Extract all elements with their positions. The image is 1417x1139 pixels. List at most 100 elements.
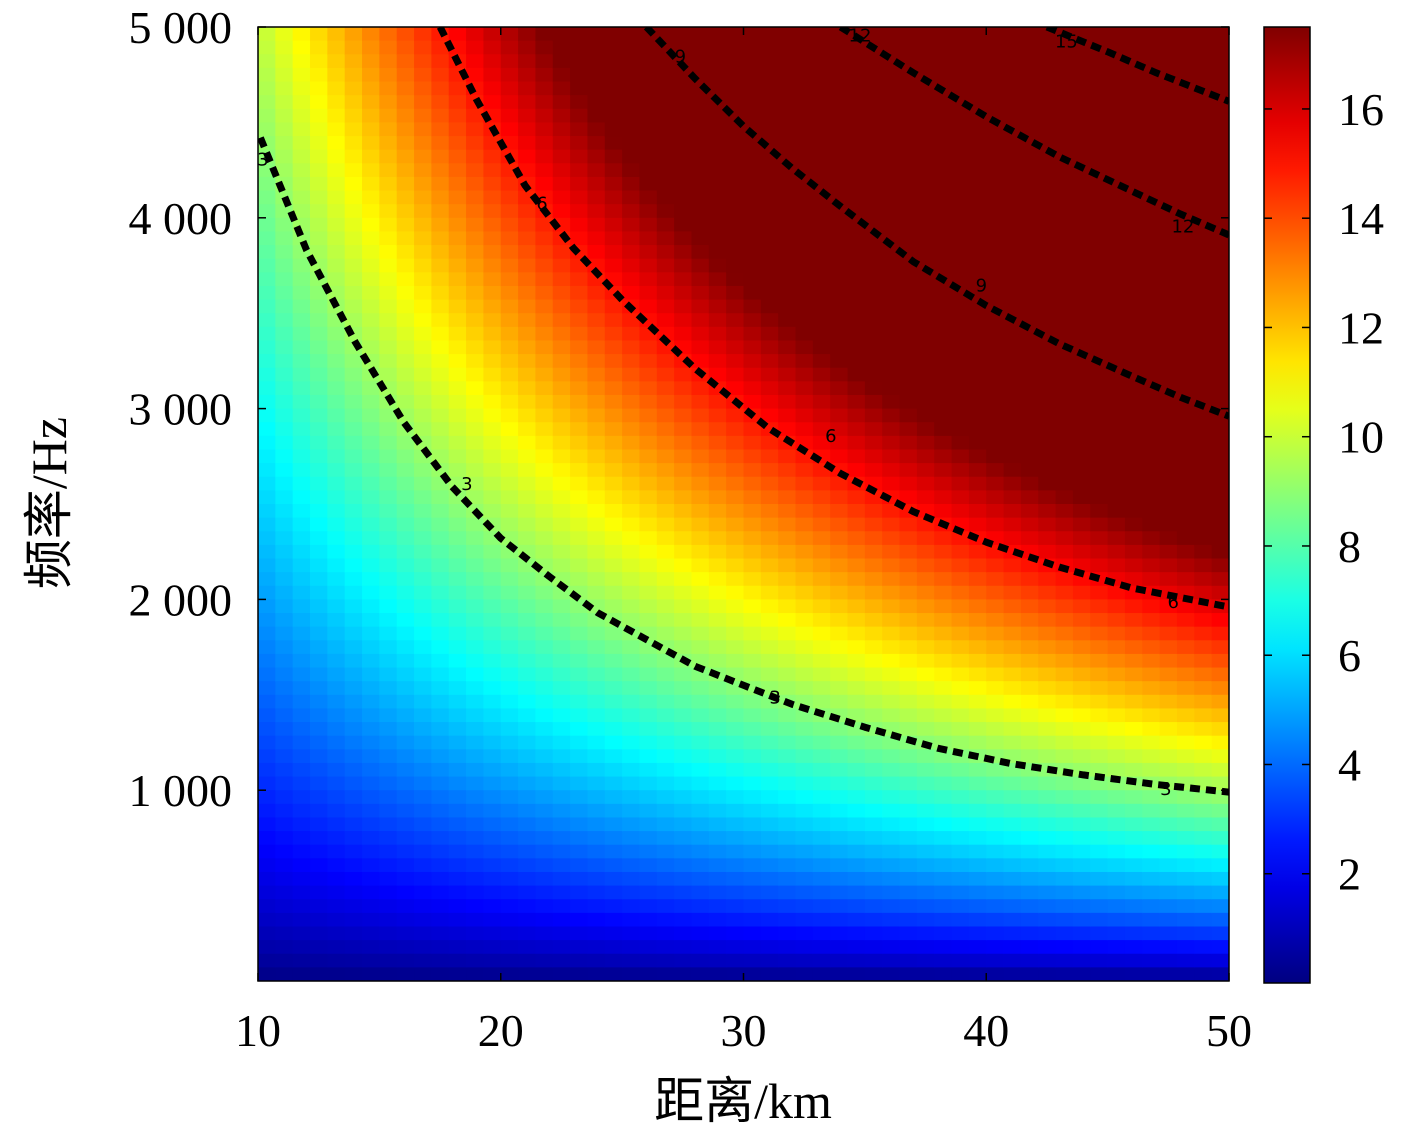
heatmap-cell	[1038, 517, 1057, 533]
heatmap-cell	[604, 844, 623, 860]
heatmap-cell	[1055, 831, 1074, 846]
heatmap-cell	[830, 667, 849, 682]
heatmap-cell	[587, 626, 606, 642]
heatmap-cell	[1020, 422, 1040, 437]
heatmap-cell	[362, 122, 381, 137]
heatmap-cell	[916, 394, 936, 410]
heatmap-cell	[570, 122, 589, 137]
heatmap-cell	[656, 858, 675, 873]
heatmap-cell	[431, 285, 450, 301]
heatmap-cell	[552, 490, 571, 505]
heatmap-cell	[812, 967, 831, 981]
heatmap-cell	[379, 490, 398, 505]
heatmap-cell	[570, 367, 589, 383]
heatmap-cell	[518, 299, 537, 314]
heatmap-cell	[431, 354, 450, 369]
heatmap-cell	[1159, 463, 1178, 478]
heatmap-cell	[1020, 449, 1040, 464]
heatmap-cell	[500, 394, 519, 410]
heatmap-cell	[760, 122, 779, 137]
heatmap-cell	[812, 217, 831, 233]
heatmap-cell	[1090, 394, 1109, 410]
heatmap-cell	[1194, 149, 1213, 165]
heatmap-cell	[1020, 67, 1040, 83]
heatmap-cell	[535, 449, 554, 464]
heatmap-cell	[396, 504, 415, 519]
heatmap-cell	[552, 790, 571, 805]
heatmap-cell	[639, 681, 658, 696]
heatmap-cell	[1055, 476, 1074, 492]
heatmap-cell	[674, 694, 693, 710]
heatmap-cell	[795, 54, 814, 69]
heatmap-cell	[622, 463, 641, 478]
heatmap-cell	[830, 694, 849, 710]
heatmap-cell	[830, 749, 849, 764]
heatmap-cell	[1020, 640, 1040, 655]
heatmap-cell	[483, 95, 502, 110]
heatmap-cell	[812, 67, 831, 83]
heatmap-cell	[1159, 490, 1178, 505]
heatmap-cell	[292, 531, 311, 546]
heatmap-cell	[1211, 340, 1229, 355]
heatmap-cell	[760, 613, 779, 628]
heatmap-cell	[570, 626, 589, 642]
heatmap-cell	[899, 626, 918, 642]
heatmap-cell	[466, 435, 485, 451]
heatmap-cell	[570, 217, 589, 233]
heatmap-cell	[1194, 190, 1213, 205]
heatmap-cell	[622, 122, 641, 137]
heatmap-cell	[1107, 926, 1126, 941]
heatmap-cell	[552, 926, 571, 941]
heatmap-cell	[500, 67, 519, 83]
heatmap-cell	[1090, 613, 1109, 628]
heatmap-cell	[968, 912, 988, 928]
heatmap-cell	[968, 354, 988, 369]
heatmap-cell	[1072, 381, 1092, 396]
heatmap-cell	[968, 585, 988, 601]
heatmap-cell	[830, 871, 849, 887]
heatmap-cell	[1176, 435, 1196, 451]
heatmap-cell	[622, 258, 641, 274]
heatmap-cell	[726, 803, 745, 819]
heatmap-cell	[518, 354, 537, 369]
heatmap-cell	[1020, 694, 1040, 710]
heatmap-cell	[1107, 422, 1126, 437]
heatmap-cell	[258, 558, 277, 573]
heatmap-cell	[1176, 722, 1196, 737]
heatmap-cell	[639, 95, 658, 110]
heatmap-cell	[275, 435, 294, 451]
heatmap-cell	[1072, 844, 1092, 860]
heatmap-cell	[1124, 95, 1144, 110]
heatmap-cell	[1090, 831, 1109, 846]
heatmap-cell	[483, 40, 502, 56]
heatmap-cell	[1159, 163, 1178, 178]
heatmap-cell	[1142, 81, 1161, 96]
heatmap-cell	[743, 163, 762, 178]
heatmap-cell	[1142, 871, 1161, 887]
heatmap-cell	[587, 708, 606, 723]
heatmap-cell	[1124, 136, 1144, 151]
heatmap-cell	[396, 245, 415, 260]
heatmap-cell	[466, 926, 485, 941]
heatmap-cell	[1072, 776, 1092, 791]
heatmap-cell	[604, 926, 623, 941]
heatmap-cell	[691, 640, 710, 655]
contour-label: 9	[976, 276, 987, 297]
heatmap-cell	[916, 190, 936, 205]
heatmap-cell	[1072, 640, 1092, 655]
heatmap-cell	[656, 967, 675, 981]
heatmap-cell	[327, 694, 346, 710]
heatmap-cell	[1194, 831, 1213, 846]
heatmap-cell	[882, 163, 901, 178]
heatmap-cell	[1142, 217, 1161, 233]
heatmap-cell	[726, 231, 745, 246]
heatmap-cell	[414, 354, 433, 369]
heatmap-cell	[310, 435, 329, 451]
heatmap-cell	[1124, 681, 1144, 696]
heatmap-cell	[483, 926, 502, 941]
heatmap-cell	[812, 149, 831, 165]
heatmap-cell	[951, 408, 970, 424]
heatmap-cell	[830, 899, 849, 914]
heatmap-cell	[431, 313, 450, 328]
heatmap-cell	[292, 176, 311, 192]
